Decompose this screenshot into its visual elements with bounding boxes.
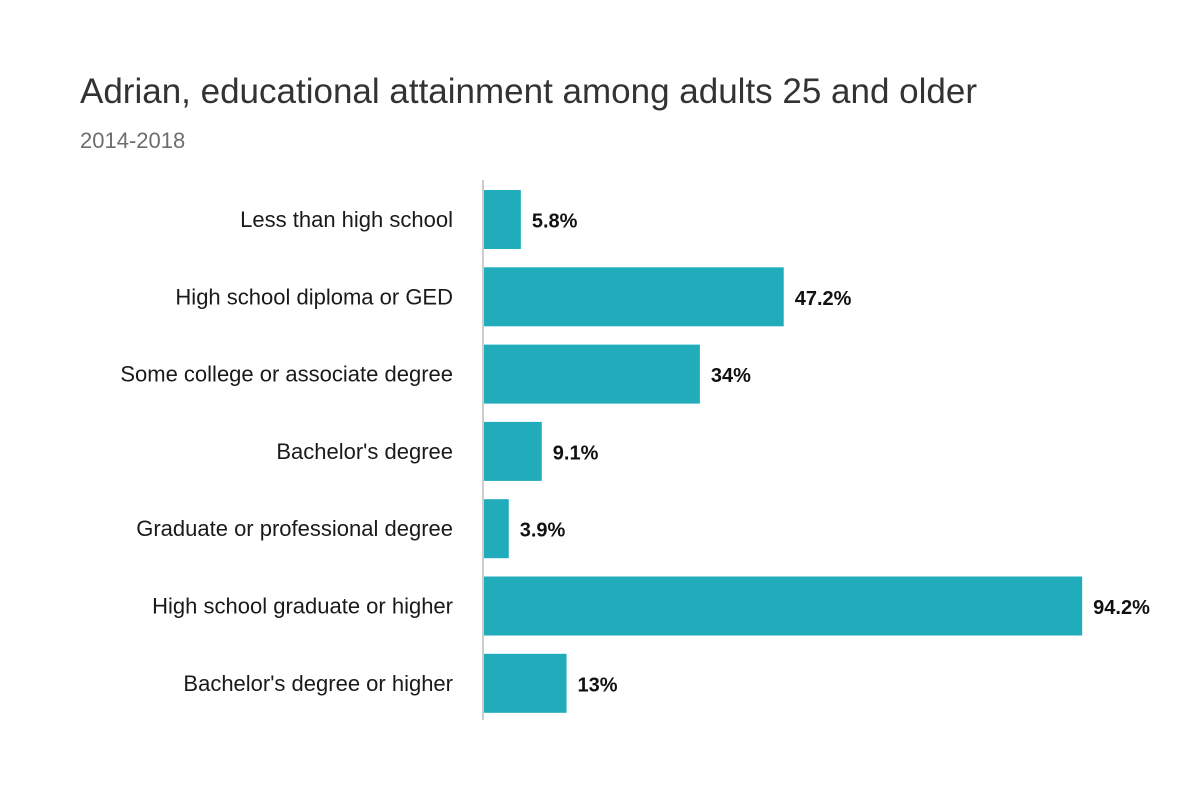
- value-label: 9.1%: [553, 442, 599, 464]
- value-label: 34%: [711, 365, 751, 387]
- category-label: Graduate or professional degree: [136, 516, 453, 541]
- bar: [484, 344, 700, 404]
- bar: [484, 421, 542, 481]
- value-label: 3.9%: [520, 520, 566, 542]
- bar: [484, 190, 521, 249]
- category-label: Bachelor's degree: [276, 439, 453, 464]
- bar: [484, 499, 509, 559]
- bar: [484, 267, 784, 327]
- category-label: Bachelor's degree or higher: [183, 671, 453, 696]
- category-label: Some college or associate degree: [120, 362, 453, 387]
- bar: [484, 653, 567, 713]
- value-label: 5.8%: [532, 211, 578, 233]
- value-label: 47.2%: [795, 288, 852, 310]
- chart-title: Adrian, educational attainment among adu…: [80, 72, 977, 111]
- value-label: 13%: [578, 674, 618, 696]
- category-label: High school diploma or GED: [175, 284, 453, 309]
- category-label: Less than high school: [240, 207, 453, 232]
- value-label: 94.2%: [1093, 597, 1150, 619]
- bar: [484, 576, 1083, 636]
- category-label: High school graduate or higher: [152, 594, 453, 619]
- chart-subtitle: 2014-2018: [80, 128, 186, 153]
